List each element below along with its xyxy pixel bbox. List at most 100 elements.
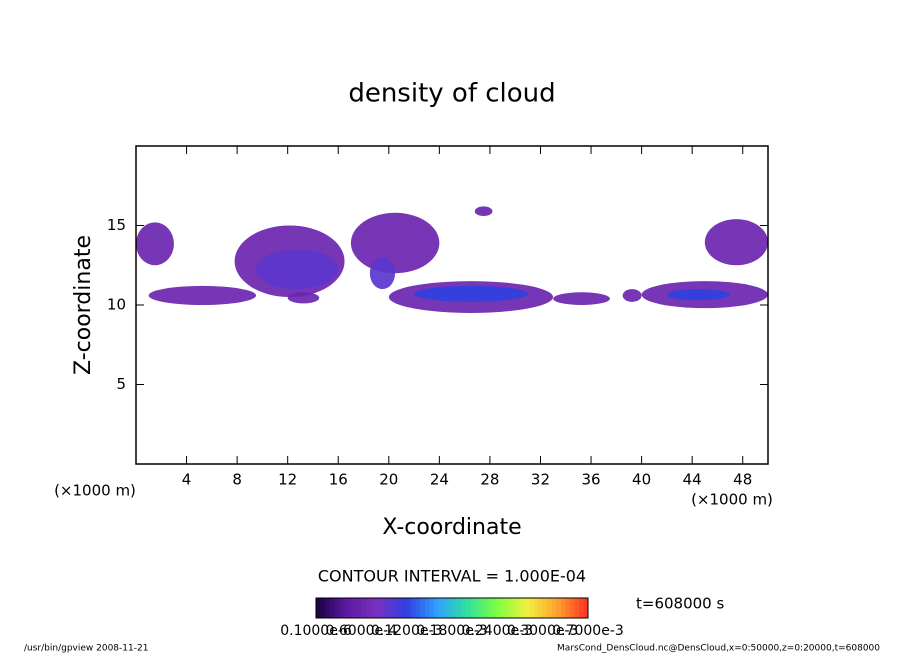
colorbar-label: 0.1200e-3 bbox=[371, 623, 443, 639]
x-tick-label: 24 bbox=[430, 471, 449, 489]
colorbar-cell bbox=[379, 598, 385, 618]
chart-title: density of cloud bbox=[348, 79, 555, 109]
colorbar-cell bbox=[452, 598, 458, 618]
colorbar-label: 0.6000e-4 bbox=[326, 623, 398, 639]
colorbar-cell bbox=[583, 598, 589, 618]
colorbar-cell bbox=[465, 598, 471, 618]
colorbar-cell bbox=[438, 598, 444, 618]
colorbar-cell bbox=[515, 598, 521, 618]
colorbar-cell bbox=[492, 598, 498, 618]
colorbar-cell bbox=[388, 598, 394, 618]
x-tick-label: 12 bbox=[278, 471, 297, 489]
cloud-region bbox=[287, 292, 320, 304]
colorbar-cell bbox=[338, 598, 344, 618]
colorbar-label: 0.1800e-3 bbox=[416, 623, 488, 639]
colorbar-cell bbox=[569, 598, 575, 618]
y-axis-label: Z-coordinate bbox=[71, 235, 96, 375]
colorbar-cell bbox=[547, 598, 553, 618]
colorbar-cell bbox=[542, 598, 548, 618]
x-tick-label: 28 bbox=[480, 471, 499, 489]
x-tick-label: 16 bbox=[329, 471, 348, 489]
colorbar-cell bbox=[352, 598, 358, 618]
colorbar-cell bbox=[524, 598, 530, 618]
colorbar-cell bbox=[497, 598, 503, 618]
x-tick-label: 20 bbox=[379, 471, 398, 489]
footer-left: /usr/bin/gpview 2008-11-21 bbox=[24, 644, 148, 654]
colorbar-cell bbox=[343, 598, 349, 618]
colorbar-cell bbox=[538, 598, 544, 618]
x-tick-label: 44 bbox=[683, 471, 702, 489]
colorbar-cell bbox=[370, 598, 376, 618]
x-axis-label: X-coordinate bbox=[382, 515, 521, 540]
colorbar-cell bbox=[356, 598, 362, 618]
colorbar-cell bbox=[506, 598, 512, 618]
cloud-region bbox=[553, 292, 610, 306]
colorbar-cell bbox=[334, 598, 340, 618]
colorbar-cell bbox=[461, 598, 467, 618]
cloud-region bbox=[704, 219, 769, 266]
footer-right: MarsCond_DensCloud.nc@DensCloud,x=0:5000… bbox=[557, 644, 880, 654]
colorbar-cell bbox=[529, 598, 535, 618]
cloud-region bbox=[622, 289, 642, 302]
time-label: t=608000 s bbox=[636, 595, 724, 613]
x-unit: (×1000 m) bbox=[691, 491, 773, 509]
colorbar-cell bbox=[520, 598, 526, 618]
colorbar-label: 0.3000e-3 bbox=[507, 623, 579, 639]
y-tick-label: 5 bbox=[116, 375, 126, 393]
colorbar-cell bbox=[556, 598, 562, 618]
contour-interval: CONTOUR INTERVAL = 1.000E-04 bbox=[318, 567, 586, 586]
colorbar-cell bbox=[574, 598, 580, 618]
colorbar-cell bbox=[424, 598, 430, 618]
x-tick-label: 36 bbox=[581, 471, 600, 489]
colorbar-cell bbox=[578, 598, 584, 618]
colorbar-cell bbox=[406, 598, 412, 618]
cloud-region bbox=[256, 249, 339, 290]
colorbar-cell bbox=[447, 598, 453, 618]
cloud-region bbox=[350, 212, 440, 274]
colorbar-frame bbox=[315, 597, 589, 619]
colorbar-cell bbox=[420, 598, 426, 618]
colorbar-cell bbox=[365, 598, 371, 618]
cloud-region bbox=[136, 222, 174, 266]
colorbar-cell bbox=[470, 598, 476, 618]
colorbar-cell bbox=[325, 598, 331, 618]
colorbar-label: 0.7000e-3 bbox=[552, 623, 624, 639]
colorbar-cell bbox=[415, 598, 421, 618]
colorbar-cell bbox=[483, 598, 489, 618]
colorbar-cell bbox=[374, 598, 380, 618]
colorbar-cell bbox=[533, 598, 539, 618]
cloud-region bbox=[666, 289, 731, 301]
colorbar-cell bbox=[402, 598, 408, 618]
colorbar-cell bbox=[488, 598, 494, 618]
colorbar-cell bbox=[551, 598, 557, 618]
x-tick-label: 4 bbox=[182, 471, 192, 489]
x-tick-label: 40 bbox=[632, 471, 651, 489]
colorbar-cell bbox=[397, 598, 403, 618]
colorbar-cell bbox=[347, 598, 353, 618]
colorbar-cell bbox=[316, 598, 322, 618]
cloud-region bbox=[474, 206, 493, 216]
colorbar-cell bbox=[384, 598, 390, 618]
y-tick-label: 15 bbox=[107, 216, 126, 234]
colorbar-cell bbox=[501, 598, 507, 618]
colorbar-cell bbox=[479, 598, 485, 618]
colorbar-cell bbox=[329, 598, 335, 618]
colorbar-cell bbox=[361, 598, 367, 618]
x-tick-label: 32 bbox=[531, 471, 550, 489]
cloud-region bbox=[414, 285, 528, 302]
colorbar-label: 0.1000e-6 bbox=[280, 623, 352, 639]
colorbar-cell bbox=[393, 598, 399, 618]
x-tick-label: 8 bbox=[232, 471, 242, 489]
colorbar-cell bbox=[510, 598, 516, 618]
cloud-region bbox=[148, 285, 257, 305]
colorbar-cell bbox=[442, 598, 448, 618]
colorbar-cell bbox=[320, 598, 326, 618]
x-tick-label: 48 bbox=[733, 471, 752, 489]
colorbar-label: 0.2400e-3 bbox=[462, 623, 534, 639]
colorbar-cell bbox=[565, 598, 571, 618]
colorbar-cell bbox=[560, 598, 566, 618]
colorbar-cell bbox=[429, 598, 435, 618]
y-unit: (×1000 m) bbox=[54, 482, 136, 500]
colorbar-cell bbox=[456, 598, 462, 618]
